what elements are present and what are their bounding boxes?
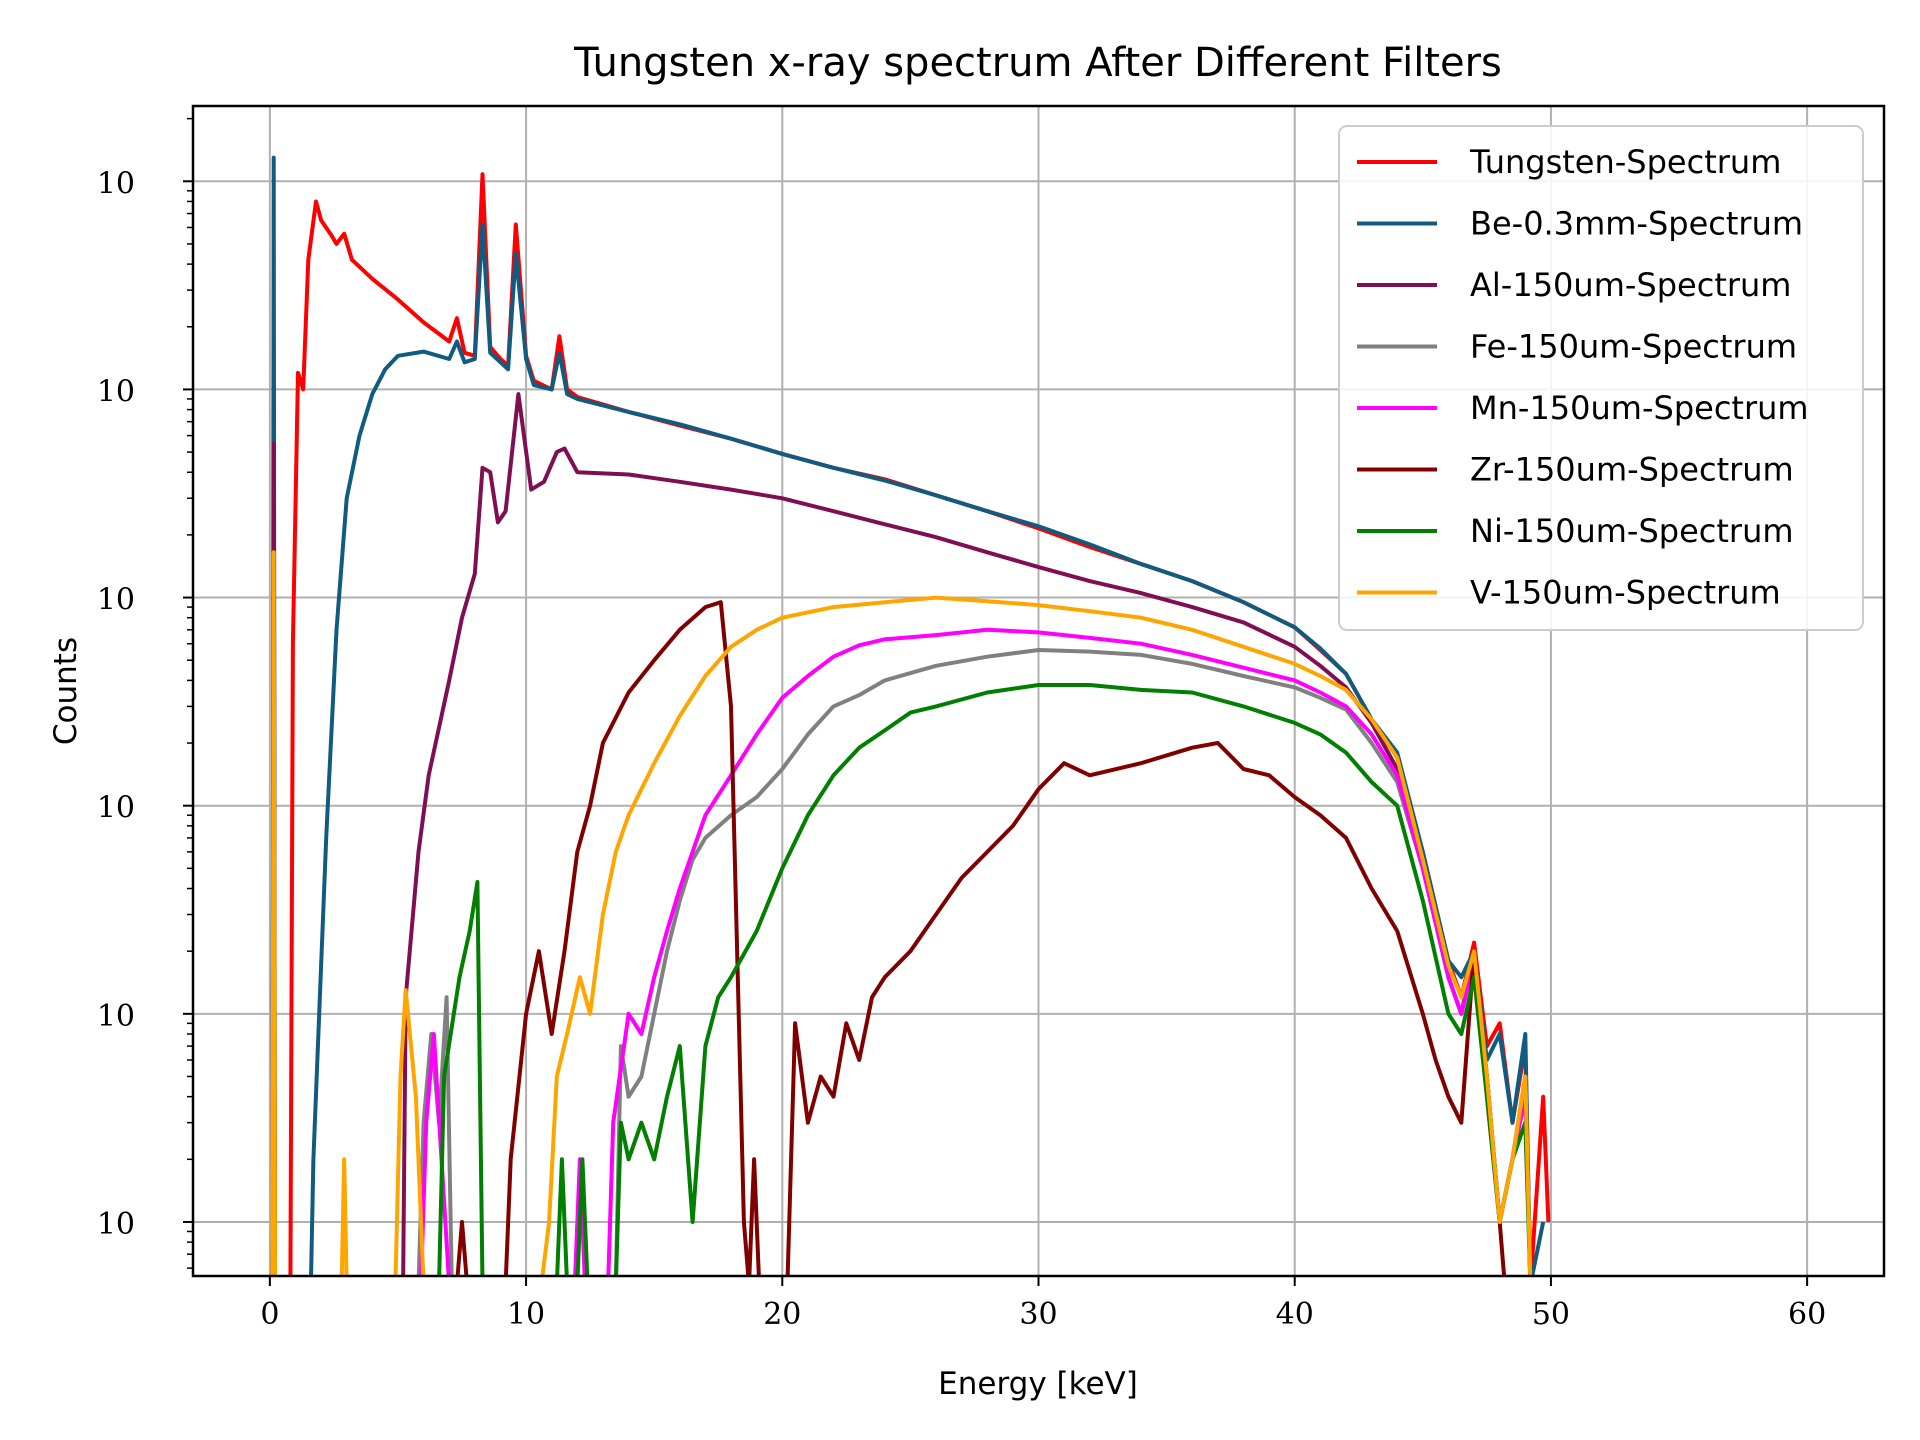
legend-box xyxy=(1338,125,1864,631)
x-tick-label: 0 xyxy=(260,1297,279,1332)
legend-label-zr-150um-spectrum: Zr-150um-Spectrum xyxy=(1470,451,1794,489)
x-tick-label: 10 xyxy=(507,1297,545,1332)
x-tick-label: 20 xyxy=(763,1297,801,1332)
y-axis: 100101102103104105 xyxy=(97,117,193,1269)
legend-label-fe-150um-spectrum: Fe-150um-Spectrum xyxy=(1470,328,1797,366)
chart-title: Tungsten x-ray spectrum After Different … xyxy=(573,40,1502,86)
y-tick-label: 10 xyxy=(97,1207,135,1242)
legend-label-mn-150um-spectrum: Mn-150um-Spectrum xyxy=(1470,389,1809,427)
series-line-ni-150um-spectrum xyxy=(437,683,1533,1276)
series-line-v-150um-spectrum xyxy=(270,550,1533,1276)
x-tick-label: 50 xyxy=(1532,1297,1570,1332)
y-axis-label: Counts xyxy=(48,637,84,745)
x-axis: 0 10 20 30 40 50 60 xyxy=(260,1276,1826,1332)
legend: Tungsten-Spectrum Be-0.3mm-Spectrum Al-150… xyxy=(1338,125,1864,631)
legend-label-ni-150um-spectrum: Ni-150um-Spectrum xyxy=(1470,512,1794,550)
legend-label-tungsten-spectrum: Tungsten-Spectrum xyxy=(1469,143,1781,181)
y-tick-label: 10 xyxy=(97,166,135,201)
series-layer xyxy=(270,155,1551,1276)
x-axis-label: Energy [keV] xyxy=(938,1366,1138,1402)
legend-label-be-0-3mm-spectrum: Be-0.3mm-Spectrum xyxy=(1470,205,1803,243)
legend-label-al-150um-spectrum: Al-150um-Spectrum xyxy=(1470,266,1791,304)
series-line-zr-150um-spectrum xyxy=(455,600,1507,1276)
y-tick-label: 10 xyxy=(97,999,135,1034)
x-tick-label: 60 xyxy=(1788,1297,1826,1332)
y-tick-label: 10 xyxy=(97,583,135,618)
legend-label-v-150um-spectrum: V-150um-Spectrum xyxy=(1470,574,1781,612)
x-tick-label: 40 xyxy=(1276,1297,1314,1332)
series-line-mn-150um-spectrum xyxy=(419,627,1533,1276)
y-tick-label: 10 xyxy=(97,791,135,826)
x-tick-label: 30 xyxy=(1019,1297,1057,1332)
y-tick-label: 10 xyxy=(97,374,135,409)
